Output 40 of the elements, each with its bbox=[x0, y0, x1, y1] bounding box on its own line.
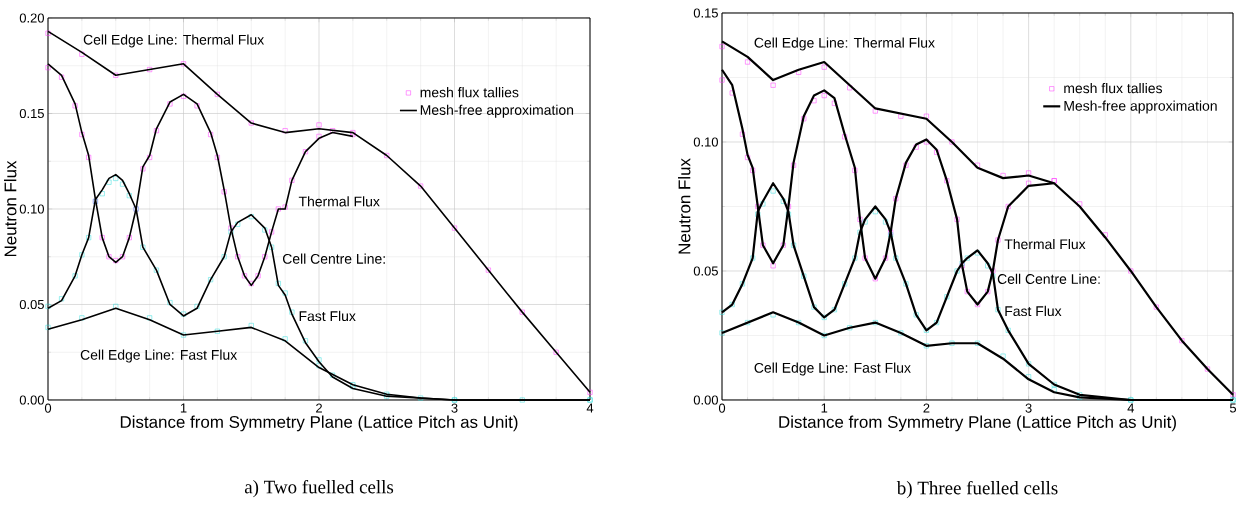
x-axis-title: Distance from Symmetry Plane (Lattice Pitch as Unit) bbox=[120, 415, 518, 432]
y-tick-label: 0.15 bbox=[693, 8, 718, 18]
y-tick-label: 0.05 bbox=[19, 299, 44, 310]
legend-label: mesh flux tallies bbox=[1064, 82, 1163, 94]
annotation: Cell Edge Line: Fast Flux bbox=[754, 362, 911, 376]
text: a) Two fuelled cells bbox=[244, 479, 394, 498]
annotation: Cell Centre Line: bbox=[282, 253, 385, 264]
y-axis-title: Neutron Flux bbox=[4, 160, 17, 257]
legend-label: Mesh-free approximation bbox=[420, 104, 574, 118]
x-tick-label: 2 bbox=[923, 403, 930, 413]
annotation: Cell Edge Line: Thermal Flux bbox=[83, 34, 265, 48]
legend-label: mesh flux tallies bbox=[420, 87, 519, 98]
y-tick-label: 0.15 bbox=[19, 108, 44, 119]
annotation: Cell Edge Line: Thermal Flux bbox=[754, 37, 935, 51]
annotation: Cell Centre Line: bbox=[997, 273, 1100, 284]
x-tick-label: 5 bbox=[1229, 403, 1237, 413]
x-tick-label: 0 bbox=[718, 403, 726, 413]
x-axis-title: Distance from Symmetry Plane (Lattice Pitch as Unit) bbox=[779, 415, 1176, 432]
x-tick-label: 1 bbox=[821, 403, 828, 413]
annotation: Thermal Flux bbox=[298, 196, 380, 207]
x-tick-label: 3 bbox=[1025, 403, 1032, 413]
y-tick-label: 0.00 bbox=[19, 395, 44, 405]
annotation: Fast Flux bbox=[299, 310, 356, 322]
x-tick-label: 4 bbox=[586, 403, 594, 413]
y-tick-label: 0.10 bbox=[19, 204, 44, 214]
y-tick-label: 0.00 bbox=[693, 395, 718, 405]
x-tick-label: 4 bbox=[1127, 403, 1135, 413]
annotation: Cell Edge Line: Fast Flux bbox=[80, 349, 238, 363]
y-tick-label: 0.20 bbox=[19, 13, 44, 23]
text: b) Three fuelled cells bbox=[896, 480, 1058, 499]
x-tick-label: 1 bbox=[180, 403, 187, 413]
x-tick-label: 2 bbox=[316, 403, 322, 413]
legend-label: Mesh-free approximation bbox=[1064, 100, 1217, 114]
annotation: Fast Flux bbox=[1005, 305, 1062, 317]
y-axis-title: Neutron Flux bbox=[678, 158, 691, 254]
x-tick-label: 3 bbox=[451, 403, 458, 413]
annotation: Thermal Flux bbox=[1004, 238, 1086, 250]
x-tick-label: 0 bbox=[44, 403, 52, 413]
y-tick-label: 0.05 bbox=[693, 266, 718, 276]
y-tick-label: 0.10 bbox=[693, 137, 718, 147]
